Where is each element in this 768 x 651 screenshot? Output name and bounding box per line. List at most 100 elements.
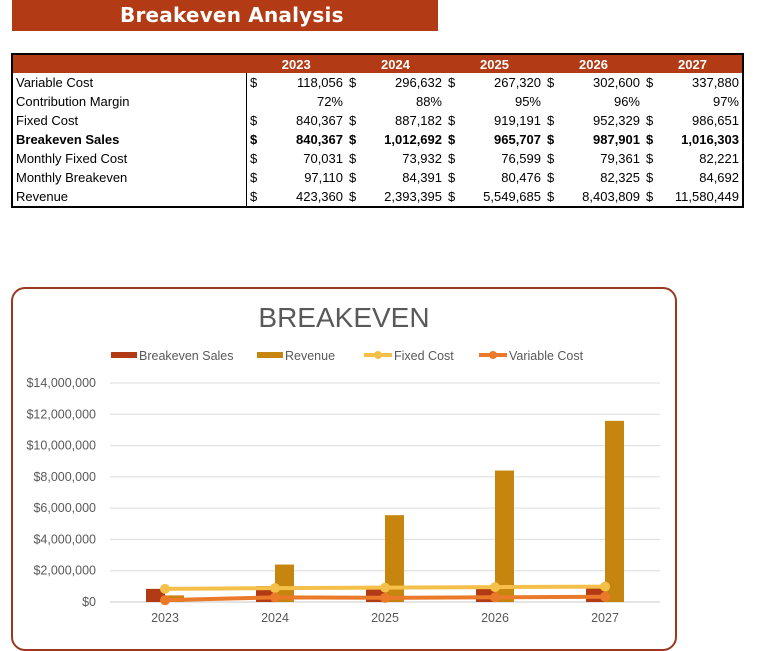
breakeven-chart: BREAKEVEN Breakeven Sales Revenue Fixed Cos… bbox=[11, 287, 677, 651]
chart-title: BREAKEVEN bbox=[258, 302, 429, 333]
y-tick-label: $12,000,000 bbox=[26, 407, 96, 421]
currency-symbol: $ bbox=[646, 150, 654, 166]
table-cell: 5,549,685 bbox=[483, 188, 541, 204]
header-year: 2023 bbox=[246, 54, 346, 73]
chart-canvas: BREAKEVEN Breakeven Sales Revenue Fixed Cos… bbox=[26, 302, 660, 625]
table-row: Breakeven Sales $840,367 $1,012,692 $965,70… bbox=[12, 130, 743, 149]
table-cell: 986,651 bbox=[692, 112, 739, 128]
currency-symbol: $ bbox=[349, 169, 357, 185]
bar bbox=[275, 564, 294, 602]
y-tick-label: $6,000,000 bbox=[33, 501, 96, 515]
table-row: Variable Cost $118,056 $296,632 $267,320 $30… bbox=[12, 73, 743, 92]
line-point bbox=[270, 583, 280, 594]
currency-symbol: $ bbox=[250, 150, 258, 166]
currency-symbol: $ bbox=[250, 131, 258, 147]
currency-symbol: $ bbox=[547, 74, 555, 90]
table-cell: 88% bbox=[415, 93, 442, 109]
line-point bbox=[600, 591, 610, 602]
bar bbox=[495, 470, 514, 602]
x-tick-label: 2024 bbox=[261, 611, 289, 625]
currency-symbol: $ bbox=[448, 74, 456, 90]
table-cell: 296,632 bbox=[395, 74, 442, 90]
bar bbox=[605, 420, 624, 602]
header-year: 2027 bbox=[643, 54, 743, 73]
table-cell: 97,110 bbox=[304, 169, 343, 185]
currency-symbol: $ bbox=[250, 112, 258, 128]
table-cell: 118,056 bbox=[296, 74, 343, 90]
legend-marker bbox=[489, 351, 497, 359]
currency-symbol: $ bbox=[349, 74, 357, 90]
currency-symbol: $ bbox=[646, 74, 654, 90]
legend-label: Revenue bbox=[285, 349, 335, 363]
currency-symbol: $ bbox=[250, 169, 258, 185]
table-row: Monthly Fixed Cost $70,031 $73,932 $76,599 $… bbox=[12, 149, 743, 168]
currency-symbol: $ bbox=[547, 131, 555, 147]
legend-swatch bbox=[111, 352, 137, 358]
table-cell: 337,880 bbox=[692, 74, 739, 90]
line-point bbox=[380, 592, 390, 603]
table-cell: 2,393,395 bbox=[384, 188, 442, 204]
legend-marker bbox=[374, 351, 382, 359]
currency-symbol: $ bbox=[250, 188, 258, 204]
table-cell: 919,191 bbox=[494, 112, 541, 128]
currency-symbol: $ bbox=[547, 188, 555, 204]
header-year: 2025 bbox=[445, 54, 544, 73]
y-tick-label: $2,000,000 bbox=[33, 564, 96, 578]
table-cell: 96% bbox=[613, 93, 640, 109]
row-label: Revenue bbox=[12, 187, 247, 207]
currency-symbol: $ bbox=[547, 169, 555, 185]
y-tick-label: $0 bbox=[82, 595, 96, 609]
table-cell: 73,932 bbox=[402, 150, 442, 166]
row-label: Variable Cost bbox=[12, 73, 247, 92]
currency-symbol: $ bbox=[349, 150, 357, 166]
row-label: Contribution Margin bbox=[12, 92, 247, 111]
currency-symbol: $ bbox=[349, 112, 357, 128]
line-point bbox=[600, 581, 610, 592]
breakeven-table: 2023 2024 2025 2026 2027 Variable Cost $1… bbox=[11, 53, 744, 208]
row-label: Monthly Fixed Cost bbox=[12, 149, 247, 168]
currency-symbol: $ bbox=[646, 131, 654, 147]
line-point bbox=[380, 582, 390, 593]
table-cell: 11,580,449 bbox=[674, 188, 739, 204]
table-cell: 423,360 bbox=[296, 188, 343, 204]
table-cell: 84,391 bbox=[402, 169, 442, 185]
table-header-row: 2023 2024 2025 2026 2027 bbox=[12, 54, 743, 73]
currency-symbol: $ bbox=[250, 74, 258, 90]
header-label-cell bbox=[12, 54, 247, 73]
line-point bbox=[160, 583, 170, 594]
line-point bbox=[160, 595, 170, 606]
x-tick-label: 2025 bbox=[371, 611, 399, 625]
table-cell: 887,182 bbox=[395, 112, 442, 128]
y-tick-label: $14,000,000 bbox=[26, 376, 96, 390]
table-cell: 95% bbox=[514, 93, 541, 109]
title-banner: Breakeven Analysis bbox=[12, 0, 438, 31]
table-cell: 76,599 bbox=[501, 150, 541, 166]
table-row: Revenue $423,360 $2,393,395 $5,549,685 $8,40… bbox=[12, 187, 743, 207]
legend-label: Breakeven Sales bbox=[139, 349, 234, 363]
table-cell: 97% bbox=[712, 93, 739, 109]
table-cell: 840,367 bbox=[296, 112, 343, 128]
table-cell: 965,707 bbox=[494, 131, 541, 147]
currency-symbol: $ bbox=[448, 112, 456, 128]
currency-symbol: $ bbox=[547, 150, 555, 166]
y-tick-label: $8,000,000 bbox=[33, 470, 96, 484]
table-cell: 952,329 bbox=[593, 112, 640, 128]
x-tick-label: 2023 bbox=[151, 611, 179, 625]
x-tick-label: 2027 bbox=[591, 611, 619, 625]
x-tick-label: 2026 bbox=[481, 611, 509, 625]
currency-symbol: $ bbox=[448, 188, 456, 204]
line-point bbox=[490, 582, 500, 593]
table-cell: 80,476 bbox=[501, 169, 541, 185]
header-year: 2026 bbox=[544, 54, 643, 73]
legend-label: Fixed Cost bbox=[394, 349, 454, 363]
legend-label: Variable Cost bbox=[509, 349, 584, 363]
table-cell: 70,031 bbox=[303, 150, 343, 166]
row-label: Fixed Cost bbox=[12, 111, 247, 130]
currency-symbol: $ bbox=[646, 188, 654, 204]
currency-symbol: $ bbox=[646, 112, 654, 128]
currency-symbol: $ bbox=[448, 169, 456, 185]
currency-symbol: $ bbox=[448, 131, 456, 147]
table-cell: 1,012,692 bbox=[384, 131, 442, 147]
line-point bbox=[490, 592, 500, 603]
bar bbox=[385, 515, 404, 602]
